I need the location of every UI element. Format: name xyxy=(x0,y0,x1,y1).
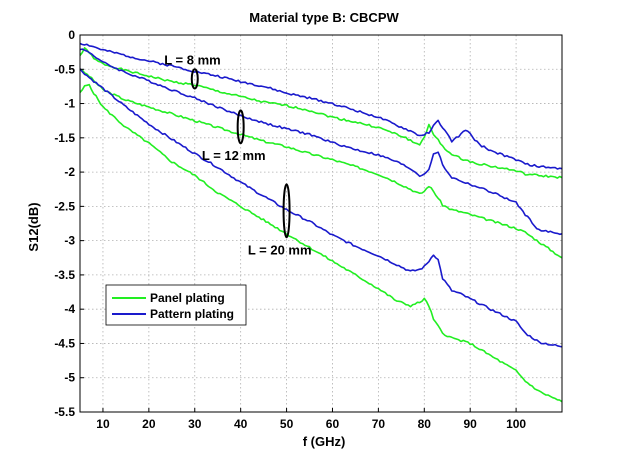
x-tick-label: 40 xyxy=(234,417,248,431)
annotation-label: L = 8 mm xyxy=(164,52,220,67)
y-tick-label: -4.5 xyxy=(54,336,75,350)
legend-label-pattern: Pattern plating xyxy=(150,307,234,321)
series-line-panel-12mm xyxy=(79,69,563,259)
plot-frame xyxy=(79,34,563,413)
y-tick-label: -5.5 xyxy=(54,405,75,419)
legend-box xyxy=(105,284,247,326)
axis-ticks: 10 20 30 40 50 60 70 80 90 100 0 -0.5 -1 -1.5 -2 -2.5 -3… xyxy=(54,28,526,431)
y-tick-label: -2 xyxy=(64,165,75,179)
x-tick-label: 50 xyxy=(280,417,294,431)
x-tick-label: 30 xyxy=(188,417,202,431)
x-tick-label: 20 xyxy=(142,417,156,431)
x-tick-label: 70 xyxy=(372,417,386,431)
legend-label-panel: Panel plating xyxy=(150,291,225,305)
annotation-ellipse xyxy=(282,183,291,239)
series-line-pattern-8mm xyxy=(79,42,563,170)
y-tick-label: 0 xyxy=(68,28,75,42)
y-tick-label: -3 xyxy=(64,234,75,248)
annotation-ellipse xyxy=(236,109,245,145)
series-line-pattern-12mm xyxy=(79,48,563,236)
x-axis-title: f (GHz) xyxy=(303,434,346,449)
x-tick-label: 10 xyxy=(96,417,110,431)
series-line-pattern-20mm xyxy=(79,68,563,348)
y-tick-label: -5 xyxy=(64,371,75,385)
y-tick-label: -1 xyxy=(64,97,75,111)
y-tick-label: -0.5 xyxy=(54,62,75,76)
series-line-panel-8mm xyxy=(79,47,563,179)
chart-title: Material type B: CBCPW xyxy=(249,10,399,25)
y-axis-title: S12(dB) xyxy=(26,202,41,251)
annotation-label: L = 12 mm xyxy=(202,148,266,163)
series-line-panel-20mm xyxy=(79,83,563,403)
x-tick-label: 100 xyxy=(506,417,526,431)
annotation-label: L = 20 mm xyxy=(248,242,312,257)
legend: Panel plating Pattern plating xyxy=(105,284,247,326)
x-tick-label: 80 xyxy=(418,417,432,431)
series-group xyxy=(79,42,563,403)
y-tick-label: -1.5 xyxy=(54,131,75,145)
annotations: L = 8 mm L = 12 mm L = 20 mm xyxy=(164,52,311,257)
y-tick-label: -3.5 xyxy=(54,268,75,282)
y-tick-label: -4 xyxy=(64,302,75,316)
x-tick-label: 60 xyxy=(326,417,340,431)
y-tick-label: -2.5 xyxy=(54,199,75,213)
x-tick-label: 90 xyxy=(464,417,478,431)
annotation-ellipse xyxy=(190,68,199,90)
